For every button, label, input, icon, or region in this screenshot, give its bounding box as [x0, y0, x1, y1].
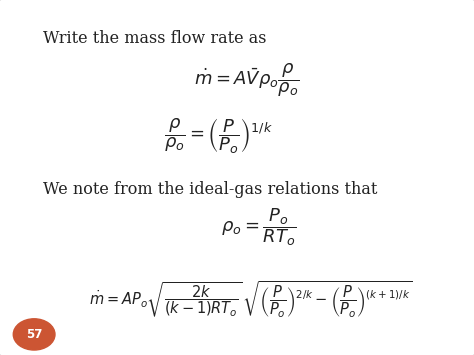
Text: 57: 57	[26, 328, 42, 341]
Text: We note from the ideal-gas relations that: We note from the ideal-gas relations tha…	[43, 181, 377, 198]
Circle shape	[13, 319, 55, 350]
Text: $\dot{m} = AP_o\sqrt{\dfrac{2k}{(k-1)RT_o}}\,\sqrt{\left(\dfrac{P}{P_o}\right)^{: $\dot{m} = AP_o\sqrt{\dfrac{2k}{(k-1)RT_…	[90, 280, 413, 320]
Text: $\rho_o = \dfrac{P_o}{RT_o}$: $\rho_o = \dfrac{P_o}{RT_o}$	[220, 206, 296, 248]
Text: $\dfrac{\rho}{\rho_o} = \left(\dfrac{P}{P_o}\right)^{1/k}$: $\dfrac{\rho}{\rho_o} = \left(\dfrac{P}{…	[164, 117, 273, 157]
Text: $\dot{m} = A\bar{V}\rho_o \dfrac{\rho}{\rho_o}$: $\dot{m} = A\bar{V}\rho_o \dfrac{\rho}{\…	[194, 61, 299, 99]
Text: Write the mass flow rate as: Write the mass flow rate as	[43, 30, 266, 47]
